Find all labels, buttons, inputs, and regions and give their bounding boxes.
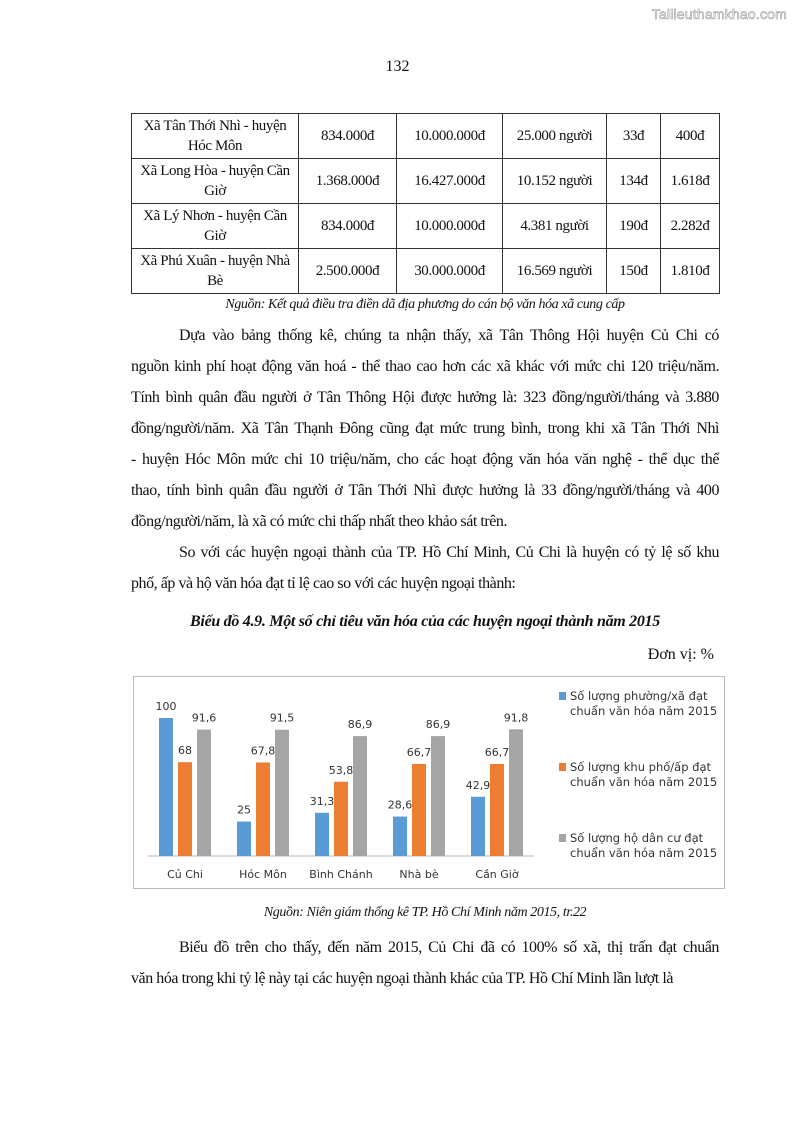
table-cell: 25.000 người (502, 113, 607, 159)
table-cell: 1.368.000đ (298, 158, 397, 204)
x-tick-label: Củ Chi (167, 868, 203, 881)
legend-label: chuẩn văn hóa năm 2015 (570, 846, 717, 860)
bar (412, 763, 426, 856)
bar (334, 781, 348, 856)
data-label: 66,7 (485, 746, 510, 759)
data-label: 31,3 (310, 795, 335, 808)
text-line: văn hóa trong khi tỷ lệ này tại các huyệ… (131, 970, 673, 987)
table-cell: 1.618đ (660, 158, 720, 204)
page-number: 132 (385, 58, 410, 75)
bar (256, 762, 270, 856)
text-line: phố, ấp và hộ văn hóa đạt tỉ lệ cao so v… (131, 575, 516, 592)
data-label: 91,5 (270, 712, 295, 725)
table-cell: 834.000đ (298, 113, 397, 159)
paragraph-3: Biểu đồ trên cho thấy, đến năm 2015, Củ … (131, 932, 719, 994)
table-row: Xã Lý Nhơn - huyện Cần Giờ 834.000đ 10.000… (131, 203, 720, 249)
legend-swatch (559, 763, 566, 771)
content-column: Xã Tân Thới Nhì - huyện Hóc Môn 834.000đ 1… (131, 113, 725, 994)
text-line: Dựa vào bảng thống kê, chúng ta nhận thấ… (179, 327, 719, 344)
table-cell: 33đ (606, 113, 661, 159)
table-cell: 4.381 người (502, 203, 607, 249)
data-label: 68 (178, 744, 192, 757)
bar (431, 736, 445, 856)
table-row: Xã Tân Thới Nhì - huyện Hóc Môn 834.000đ 1… (131, 113, 720, 159)
text-line: thao, tính bình quân đầu người ở Tân Thớ… (131, 482, 719, 499)
text-line: So với các huyện ngoại thành của TP. Hồ … (179, 544, 719, 561)
legend-swatch (559, 834, 566, 842)
data-label: 86,9 (348, 718, 373, 731)
chart-source: Nguồn: Niên giám thống kê TP. Hồ Chí Min… (263, 905, 587, 920)
table-cell: 1.810đ (660, 248, 720, 294)
table-cell: 2.282đ (660, 203, 720, 249)
data-label: 91,8 (504, 711, 529, 724)
paragraph-1: Dựa vào bảng thống kê, chúng ta nhận thấ… (131, 320, 719, 537)
chart-title: Biểu đồ 4.9. Một số chỉ tiêu văn hóa của… (190, 613, 660, 630)
legend-swatch (559, 692, 566, 700)
x-tick-label: Bình Chánh (309, 868, 372, 881)
bar (315, 812, 329, 856)
text-line: đồng/người/năm, là xã có mức chi thấp nh… (131, 513, 508, 530)
table-cell: 400đ (660, 113, 720, 159)
legend-label: Số lượng khu phố/ấp đạt (570, 760, 711, 774)
bar (509, 729, 523, 856)
table-cell: Xã Tân Thới Nhì - huyện Hóc Môn (131, 113, 299, 159)
table-row: Xã Phú Xuân - huyện Nhà Bè 2.500.000đ 30.0… (131, 248, 720, 294)
paragraph-2: So với các huyện ngoại thành của TP. Hồ … (131, 537, 719, 599)
x-tick-label: Hóc Môn (239, 868, 287, 881)
data-label: 86,9 (426, 718, 451, 731)
legend-label: Số lượng hộ dân cư đạt (570, 831, 704, 845)
bar (237, 821, 251, 856)
table-cell: 10.000.000đ (396, 203, 503, 249)
data-label: 67,8 (251, 744, 276, 757)
table-cell: 10.000.000đ (396, 113, 503, 159)
legend-label: chuẩn văn hóa năm 2015 (570, 775, 717, 789)
bar (275, 729, 289, 856)
table-cell: 190đ (606, 203, 661, 249)
table-cell: 16.427.000đ (396, 158, 503, 204)
table-row: Xã Long Hòa - huyện Cần Giờ 1.368.000đ 16.… (131, 158, 720, 204)
bar (159, 718, 173, 856)
bar (197, 729, 211, 856)
legend-label: chuẩn văn hóa năm 2015 (570, 704, 717, 718)
data-label: 91,6 (192, 712, 217, 725)
data-label: 28,6 (388, 799, 413, 812)
bar (490, 763, 504, 856)
text-line: nguồn kinh phí hoạt động văn hoá - thể t… (131, 358, 719, 375)
text-line: đồng/người/năm. Xã Tân Thạnh Đông cũng đ… (131, 420, 719, 437)
data-label: 42,9 (466, 779, 491, 792)
bar (393, 816, 407, 856)
table-source: Nguồn: Kết quả điều tra điền dã địa phươ… (225, 297, 625, 312)
bar (353, 736, 367, 856)
data-label: 53,8 (329, 764, 354, 777)
table-cell: 150đ (606, 248, 661, 294)
table-cell: Xã Lý Nhơn - huyện Cần Giờ (131, 203, 299, 249)
legend-label: Số lượng phường/xã đạt (570, 689, 708, 703)
data-label: 100 (156, 700, 177, 713)
data-label: 25 (237, 804, 251, 817)
table-cell: 834.000đ (298, 203, 397, 249)
table-cell: 10.152 người (502, 158, 607, 204)
watermark: Tailieuthamkhao.com (651, 6, 787, 23)
table-cell: Xã Long Hòa - huyện Cần Giờ (131, 158, 299, 204)
table-cell: 16.569 người (502, 248, 607, 294)
table-cell: 30.000.000đ (396, 248, 503, 294)
data-label: 66,7 (407, 746, 432, 759)
bar (471, 796, 485, 856)
table-cell: 134đ (606, 158, 661, 204)
text-line: Tính bình quân đầu người ở Tân Thông Hội… (131, 389, 719, 406)
x-tick-label: Nhà bè (399, 868, 438, 881)
chart-unit: Đơn vị: % (647, 646, 714, 663)
table-cell: 2.500.000đ (298, 248, 397, 294)
bar (178, 762, 192, 856)
table-cell: Xã Phú Xuân - huyện Nhà Bè (131, 248, 299, 294)
x-tick-label: Cần Giờ (475, 868, 518, 881)
text-line: Biểu đồ trên cho thấy, đến năm 2015, Củ … (179, 939, 719, 956)
chart: 100 68 91,6 Củ Chi 25 67,8 91,5 Hóc Môn 31,3 53,8… (133, 676, 725, 889)
budget-table: Xã Tân Thới Nhì - huyện Hóc Môn 834.000đ 1… (131, 113, 720, 294)
text-line: - huyện Hóc Môn mức chi 10 triệu/năm, ch… (131, 451, 719, 468)
